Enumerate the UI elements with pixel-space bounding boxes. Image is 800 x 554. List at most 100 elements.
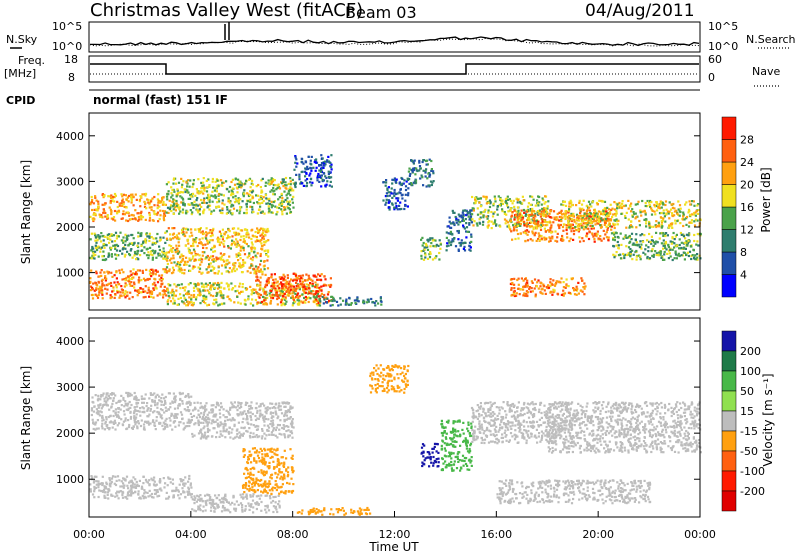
heatmap-cell <box>460 214 463 217</box>
heatmap-cell <box>614 214 617 217</box>
heatmap-cell <box>104 243 107 246</box>
heatmap-cell <box>267 239 270 242</box>
heatmap-cell <box>197 293 200 297</box>
heatmap-cell <box>95 208 98 211</box>
heatmap-cell <box>223 264 227 267</box>
heatmap-cell <box>128 400 131 404</box>
heatmap-cell <box>93 257 96 260</box>
heatmap-cell <box>560 203 563 206</box>
heatmap-cell <box>591 232 594 235</box>
heatmap-cell <box>671 258 674 262</box>
heatmap-cell <box>123 277 126 281</box>
heatmap-cell <box>288 208 291 211</box>
heatmap-cell <box>583 293 586 296</box>
heatmap-cell <box>97 483 100 487</box>
power-y-axis-label: Slant Range [km] <box>19 160 33 264</box>
heatmap-cell <box>544 207 547 210</box>
heatmap-cell <box>429 237 432 240</box>
heatmap-cell <box>207 271 210 274</box>
heatmap-cell <box>588 231 591 234</box>
heatmap-cell <box>244 228 247 231</box>
heatmap-cell <box>172 232 175 235</box>
heatmap-cell <box>251 211 254 214</box>
heatmap-cell <box>512 226 516 229</box>
heatmap-cell <box>267 282 270 285</box>
heatmap-cell <box>648 222 651 225</box>
heatmap-cell <box>272 285 275 288</box>
heatmap-cell <box>630 225 633 228</box>
heatmap-cell <box>149 422 152 425</box>
heatmap-cell <box>577 225 580 228</box>
heatmap-cell <box>451 222 454 225</box>
heatmap-cell <box>293 168 296 171</box>
heatmap-cell <box>97 202 100 206</box>
heatmap-cell <box>288 291 291 294</box>
heatmap-cell <box>345 300 348 303</box>
heatmap-cell <box>137 258 140 261</box>
heatmap-cell <box>220 302 224 305</box>
heatmap-cell <box>427 240 430 243</box>
heatmap-cell <box>697 203 700 206</box>
heatmap-cell <box>661 219 664 222</box>
heatmap-cell <box>170 261 173 264</box>
heatmap-cell <box>97 486 100 489</box>
heatmap-cell <box>675 257 678 260</box>
heatmap-cell <box>270 203 273 206</box>
heatmap-cell <box>499 196 502 200</box>
heatmap-cell <box>317 273 320 276</box>
heatmap-cell <box>256 301 259 304</box>
heatmap-cell <box>91 254 94 257</box>
heatmap-cell <box>596 203 599 206</box>
heatmap-cell <box>516 221 519 224</box>
heatmap-cell <box>126 196 129 199</box>
heatmap-cell <box>687 211 690 214</box>
heatmap-cell <box>595 235 598 238</box>
heatmap-cell <box>424 252 427 255</box>
heatmap-cell <box>250 182 253 185</box>
heatmap-cell <box>259 284 262 287</box>
heatmap-cell <box>167 294 170 297</box>
heatmap-cell <box>304 175 307 178</box>
heatmap-cell <box>220 193 223 196</box>
heatmap-cell <box>614 231 618 234</box>
heatmap-cell <box>102 255 105 258</box>
heatmap-cell <box>635 241 638 244</box>
frequency-panel-frame <box>88 55 701 83</box>
heatmap-cell <box>210 212 213 215</box>
heatmap-cell <box>519 224 522 227</box>
heatmap-cell <box>535 219 539 223</box>
heatmap-cell <box>318 304 322 307</box>
heatmap-cell <box>110 196 113 199</box>
heatmap-cell <box>227 236 230 239</box>
heatmap-cell <box>578 207 581 210</box>
heatmap-cell <box>252 291 255 295</box>
heatmap-cell <box>267 205 270 208</box>
heatmap-cell <box>206 232 209 235</box>
heatmap-cell <box>290 278 293 281</box>
heatmap-cell <box>657 251 660 254</box>
heatmap-cell <box>677 252 680 255</box>
heatmap-cell <box>179 255 182 258</box>
heatmap-cell <box>163 427 166 430</box>
heatmap-cell <box>609 203 612 206</box>
heatmap-cell <box>148 489 151 492</box>
heatmap-cell <box>300 283 303 286</box>
heatmap-cell <box>197 283 200 286</box>
heatmap-cell <box>131 427 134 430</box>
heatmap-cell <box>138 276 141 279</box>
heatmap-cell <box>371 301 374 304</box>
heatmap-cell <box>314 169 317 172</box>
heatmap-cell <box>580 203 584 206</box>
heatmap-cell <box>226 188 229 191</box>
heatmap-cell <box>606 228 609 231</box>
heatmap-cell <box>226 259 229 262</box>
heatmap-cell <box>298 286 301 289</box>
heatmap-cell <box>228 288 231 291</box>
heatmap-cell <box>151 393 154 396</box>
heatmap-cell <box>245 208 248 211</box>
heatmap-cell <box>264 273 267 276</box>
heatmap-cell <box>645 244 648 247</box>
heatmap-cell <box>165 409 168 412</box>
heatmap-cell <box>241 265 244 268</box>
heatmap-cell <box>178 421 181 424</box>
